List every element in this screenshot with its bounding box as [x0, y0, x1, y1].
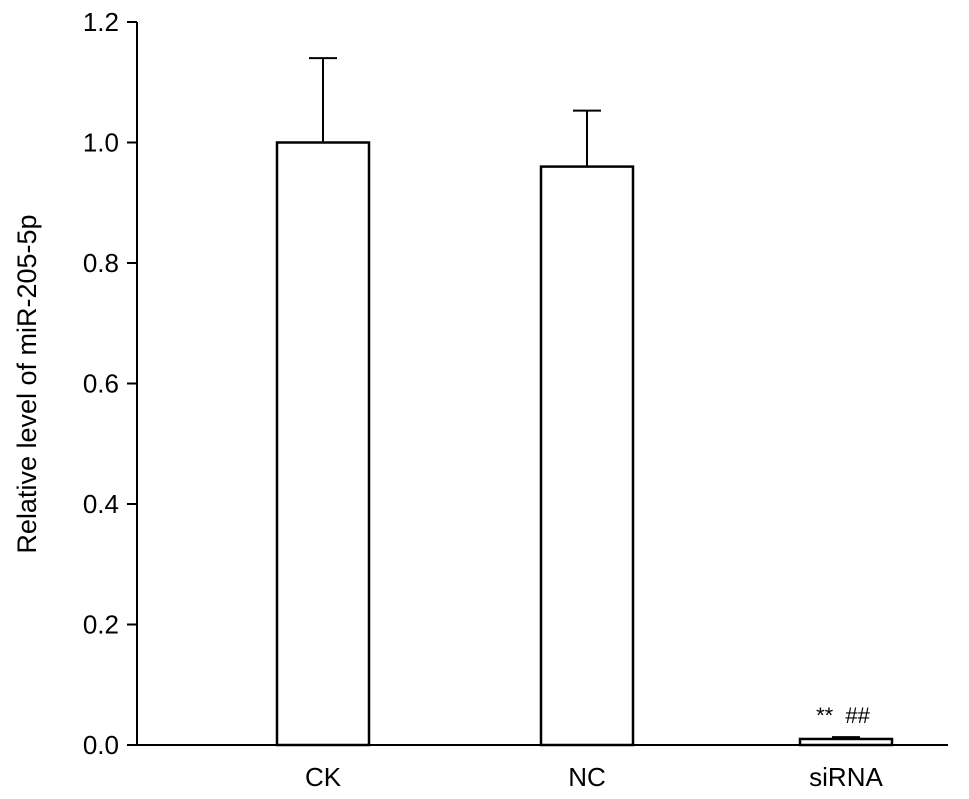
- bar: [539, 165, 635, 747]
- x-tick-label: CK: [305, 762, 342, 792]
- bar: [275, 141, 371, 747]
- bars: [275, 57, 894, 747]
- axes: 0.0 0.2 0.4 0.6 0.8 1.0 1.2: [83, 7, 948, 760]
- x-tick-label: siRNA: [809, 762, 883, 792]
- x-tick-label: NC: [568, 762, 606, 792]
- significance-annotation: ** ##: [816, 703, 871, 728]
- bar: [798, 737, 894, 747]
- y-tick-label: 0.0: [83, 730, 119, 760]
- y-tick-label: 0.4: [83, 489, 119, 519]
- labels: CK NC siRNA ** ##: [305, 703, 884, 792]
- y-tick-label: 1.0: [83, 128, 119, 158]
- y-tick-label: 1.2: [83, 7, 119, 37]
- y-tick-label: 0.8: [83, 248, 119, 278]
- y-tick-label: 0.2: [83, 610, 119, 640]
- y-axis-label: Relative level of miR-205-5p: [12, 214, 42, 553]
- y-tick-label: 0.6: [83, 369, 119, 399]
